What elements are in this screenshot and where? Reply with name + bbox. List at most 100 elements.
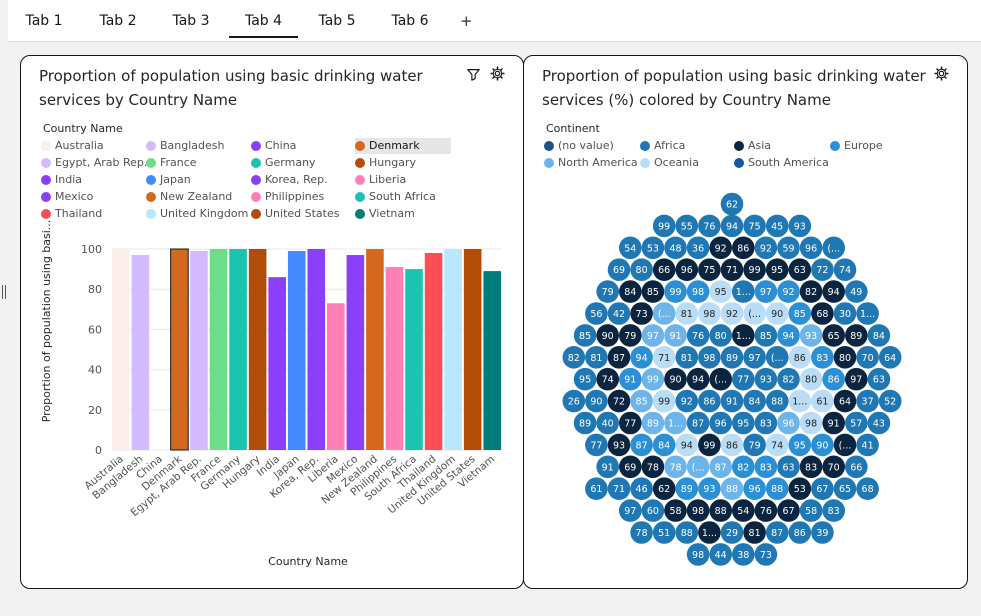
- bar-denmark[interactable]: [170, 248, 189, 451]
- bar-australia[interactable]: [111, 249, 130, 450]
- bubble[interactable]: 95: [709, 280, 732, 303]
- bubble[interactable]: 94: [686, 367, 710, 391]
- bubble[interactable]: 61: [811, 389, 834, 413]
- bubble[interactable]: 76: [698, 214, 721, 238]
- bubble[interactable]: 89: [845, 324, 868, 347]
- settings-icon[interactable]: [934, 66, 949, 85]
- bar-south-africa[interactable]: [405, 269, 423, 450]
- bubble[interactable]: 73: [754, 543, 778, 566]
- bubble[interactable]: 86: [732, 236, 755, 260]
- bubble[interactable]: (...: [686, 455, 710, 479]
- legend-item-vietnam[interactable]: Vietnam: [355, 206, 415, 222]
- bubble[interactable]: 71: [720, 258, 744, 281]
- bubble[interactable]: 98: [686, 543, 710, 566]
- tab-4[interactable]: Tab 4: [229, 6, 298, 38]
- bubble[interactable]: 96: [675, 258, 699, 281]
- bubble[interactable]: 76: [686, 324, 710, 347]
- bubble[interactable]: 91: [822, 411, 845, 435]
- bubble[interactable]: 86: [720, 433, 744, 457]
- bubble[interactable]: 67: [811, 477, 834, 501]
- bubble[interactable]: (...: [822, 236, 845, 260]
- bubble[interactable]: 66: [845, 455, 868, 479]
- bubble[interactable]: 86: [788, 521, 812, 544]
- bubble[interactable]: 71: [607, 477, 631, 501]
- bubble[interactable]: 78: [664, 455, 687, 479]
- bubble[interactable]: 76: [754, 499, 778, 522]
- bubble[interactable]: 92: [720, 302, 744, 325]
- bubble[interactable]: 83: [799, 455, 823, 479]
- legend-item-asia[interactable]: Asia: [734, 138, 771, 154]
- legend-item-united-kingdom[interactable]: United Kingdom: [146, 206, 248, 222]
- bubble[interactable]: 80: [709, 324, 732, 347]
- legend-item-new-zealand[interactable]: New Zealand: [146, 189, 232, 205]
- bubble[interactable]: 98: [698, 346, 721, 369]
- bubble[interactable]: 64: [878, 346, 902, 369]
- bubble[interactable]: 97: [845, 367, 868, 391]
- bubble[interactable]: 39: [811, 521, 834, 544]
- legend-item-korea-rep[interactable]: Korea, Rep.: [251, 172, 328, 188]
- bubble[interactable]: 54: [619, 236, 642, 260]
- legend-item-mexico[interactable]: Mexico: [41, 189, 93, 205]
- bubble[interactable]: 98: [799, 411, 823, 435]
- bubble[interactable]: 82: [562, 346, 586, 369]
- bubble[interactable]: 59: [777, 236, 800, 260]
- bar-egypt-arab-rep[interactable]: [190, 251, 208, 450]
- settings-icon[interactable]: [490, 66, 505, 85]
- bubble[interactable]: 72: [607, 389, 631, 413]
- bubble[interactable]: 67: [777, 499, 800, 522]
- bubble[interactable]: 99: [652, 214, 676, 238]
- legend-item-north-america[interactable]: North America: [544, 155, 638, 171]
- bubble[interactable]: 98: [698, 302, 721, 325]
- bubble[interactable]: 44: [709, 543, 732, 566]
- bubble[interactable]: 74: [596, 367, 619, 391]
- bubble[interactable]: 45: [765, 214, 789, 238]
- bubble[interactable]: 89: [720, 346, 744, 369]
- bubble[interactable]: 54: [732, 499, 755, 522]
- bubble[interactable]: 95: [732, 411, 755, 435]
- tab-3[interactable]: Tab 3: [172, 13, 210, 29]
- bubble[interactable]: 82: [732, 455, 755, 479]
- bubble[interactable]: 77: [619, 411, 642, 435]
- bubble[interactable]: 81: [675, 302, 699, 325]
- bubble[interactable]: 91: [619, 367, 642, 391]
- bar-thailand[interactable]: [424, 253, 443, 450]
- bubble[interactable]: 93: [607, 433, 631, 457]
- bubble[interactable]: 83: [754, 411, 778, 435]
- bubble[interactable]: 60: [641, 499, 665, 522]
- bar-liberia[interactable]: [327, 303, 345, 450]
- bubble[interactable]: 1...: [788, 389, 812, 413]
- bubble[interactable]: 82: [799, 280, 823, 303]
- bubble[interactable]: 94: [630, 346, 653, 369]
- bubble[interactable]: 70: [822, 455, 845, 479]
- bubble[interactable]: 58: [664, 499, 687, 522]
- bubble[interactable]: 69: [619, 455, 642, 479]
- bubble[interactable]: 89: [573, 411, 597, 435]
- bubble[interactable]: 68: [811, 302, 834, 325]
- bubble[interactable]: 68: [856, 477, 879, 501]
- bubble[interactable]: 86: [788, 346, 812, 369]
- bubble[interactable]: 84: [743, 389, 766, 413]
- bubble[interactable]: 61: [585, 477, 608, 501]
- bar-india[interactable]: [268, 277, 286, 450]
- bubble[interactable]: 30: [833, 302, 857, 325]
- bubble[interactable]: 87: [765, 521, 789, 544]
- bar-new-zealand[interactable]: [366, 249, 384, 450]
- legend-item-china[interactable]: China: [251, 138, 296, 154]
- bubble[interactable]: 83: [754, 455, 778, 479]
- bubble[interactable]: 77: [585, 433, 608, 457]
- bubble[interactable]: 66: [652, 258, 676, 281]
- bubble[interactable]: 94: [720, 214, 744, 238]
- bubble[interactable]: 72: [811, 258, 834, 281]
- tab-5[interactable]: Tab 5: [318, 13, 356, 29]
- bubble[interactable]: 70: [856, 346, 879, 369]
- bubble[interactable]: 85: [630, 389, 653, 413]
- legend-item-australia[interactable]: Australia: [41, 138, 104, 154]
- bar-united-kingdom[interactable]: [444, 249, 462, 450]
- bubble[interactable]: 93: [788, 214, 812, 238]
- bubble[interactable]: 84: [619, 280, 642, 303]
- legend-item-france[interactable]: France: [146, 155, 197, 171]
- legend-item-denmark[interactable]: Denmark: [355, 138, 451, 154]
- filter-icon[interactable]: [467, 66, 480, 85]
- bubble[interactable]: 83: [811, 346, 834, 369]
- legend-item-south-america[interactable]: South America: [734, 155, 829, 171]
